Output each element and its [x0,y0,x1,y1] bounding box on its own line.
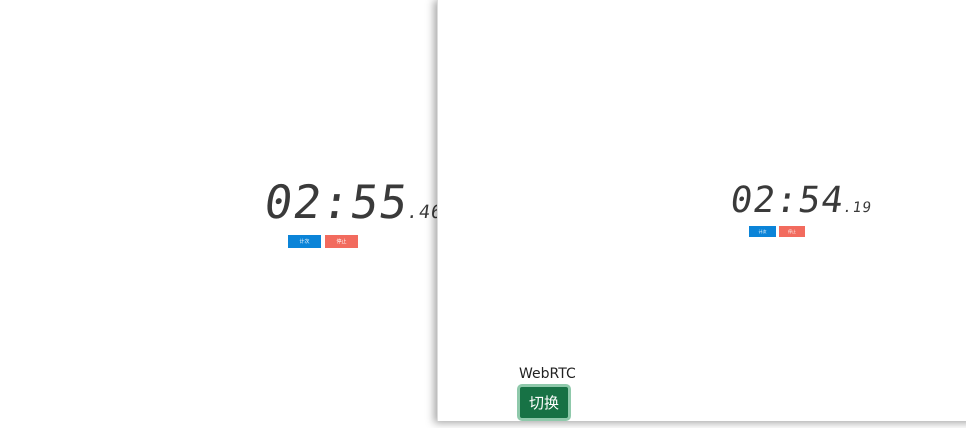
right-pane: 02:54.19 计次 停止 WebRTC 切换 [437,0,966,421]
switch-button[interactable]: 切换 [517,384,571,421]
stopwatch-display: 02:54.19 [727,180,876,229]
stop-button[interactable]: 停止 [779,226,805,237]
stopwatch-display: 02:55.46 [260,175,449,239]
stop-button[interactable]: 停止 [325,235,358,248]
stopwatch-time: 02:54 [727,180,847,221]
webrtc-label: WebRTC [519,366,576,382]
stopwatch-fraction: .19 [841,200,874,216]
stopwatch-time: 02:55 [260,175,413,229]
left-pane: 02:55.46 计次 停止 [0,0,444,428]
lap-button[interactable]: 计次 [288,235,321,248]
lap-button[interactable]: 计次 [749,226,776,237]
